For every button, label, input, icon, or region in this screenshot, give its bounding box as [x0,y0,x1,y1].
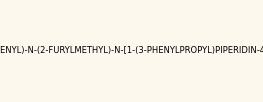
Text: 2-(4-CHLOROPHENYL)-N-(2-FURYLMETHYL)-N-[1-(3-PHENYLPROPYL)PIPERIDIN-4-YL]ACETAMI: 2-(4-CHLOROPHENYL)-N-(2-FURYLMETHYL)-N-[… [0,47,263,55]
